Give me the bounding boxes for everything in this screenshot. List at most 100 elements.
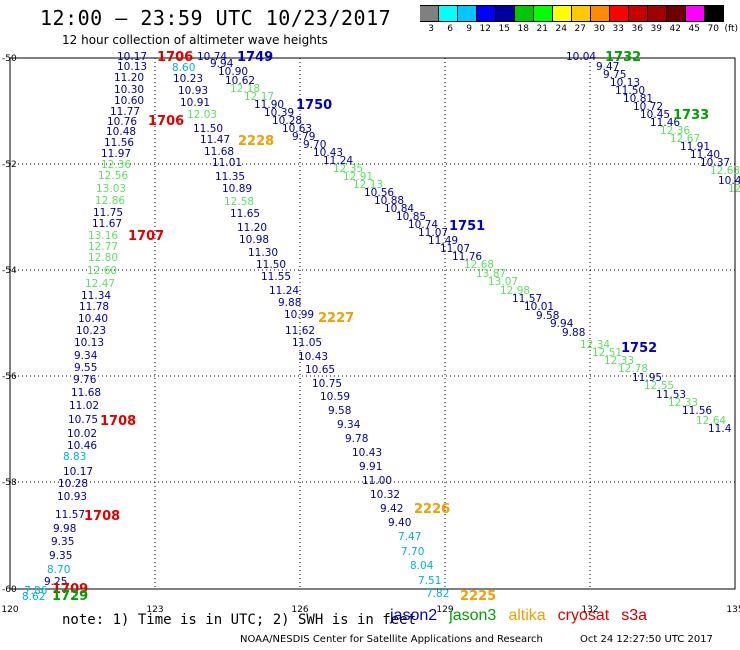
legend-swatch xyxy=(610,5,629,22)
swh-value: 10.13 xyxy=(117,61,147,73)
swh-value: 11.20 xyxy=(237,222,267,234)
swh-value: 12.35 xyxy=(333,163,363,175)
swh-value: 12.98 xyxy=(500,285,530,297)
swh-value: 10.02 xyxy=(67,428,97,440)
swh-value: 10.75 xyxy=(312,378,342,390)
time-label: 1706 xyxy=(157,50,193,65)
swh-value: 10.76 xyxy=(107,116,137,128)
swh-value: 10.23 xyxy=(173,73,203,85)
swh-value: 11.57 xyxy=(512,293,542,305)
time-label: 1733 xyxy=(673,108,709,123)
legend-label: 30 xyxy=(593,24,605,34)
swh-value: 10.91 xyxy=(180,97,210,109)
swh-value: 7.51 xyxy=(418,575,441,587)
lon-tick-label: 129 xyxy=(436,605,453,615)
swh-value: 11.4 xyxy=(708,423,732,435)
legend-swatch xyxy=(515,5,534,22)
page-title: 12:00 – 23:59 UTC 10/23/2017 xyxy=(40,6,392,30)
swh-value: 9.76 xyxy=(73,374,97,386)
swh-value: 12.56 xyxy=(98,170,128,182)
swh-value: 9.58 xyxy=(328,405,351,417)
swh-value: 12.47 xyxy=(85,278,115,290)
swh-value: 9.25 xyxy=(44,576,67,588)
swh-value: 10.23 xyxy=(76,325,106,337)
swh-value: 11.68 xyxy=(71,387,101,399)
swh-value: 9.98 xyxy=(53,523,76,535)
swh-value: 10.45 xyxy=(640,109,670,121)
lat-tick-label: -60 xyxy=(2,585,17,595)
swh-value: 9.35 xyxy=(49,550,72,562)
swh-value: 11.55 xyxy=(261,271,291,283)
swh-value: 12.55 xyxy=(644,380,674,392)
legend-swatch xyxy=(458,5,477,22)
legend-swatch xyxy=(496,5,515,22)
swh-value: 11.91 xyxy=(680,141,710,153)
swh-value: 10.48 xyxy=(106,126,136,138)
satellite-jason3: jason3 xyxy=(449,607,497,624)
swh-value: 10.59 xyxy=(320,391,350,403)
swh-value: 12.67 xyxy=(670,133,700,145)
swh-value: 10.74 xyxy=(197,51,227,63)
swh-value: 8.04 xyxy=(410,560,434,572)
swh-value: 10.46 xyxy=(67,440,97,452)
swh-value: 12.63 xyxy=(710,165,740,177)
swh-value: 9.70 xyxy=(303,139,326,151)
legend-swatch xyxy=(477,5,496,22)
swh-value: 12.33 xyxy=(604,355,634,367)
lat-tick-label: -56 xyxy=(2,372,17,382)
swh-value: 11.97 xyxy=(101,148,131,160)
swh-value: 10.63 xyxy=(282,123,312,135)
swh-value: 13.03 xyxy=(96,183,126,195)
swh-value: 10.32 xyxy=(370,489,400,501)
swh-value: 9.88 xyxy=(278,297,301,309)
swh-value: 12.18 xyxy=(230,83,260,95)
swh-value: 10.56 xyxy=(364,187,394,199)
swh-value: 12.60 xyxy=(87,265,117,277)
swh-value: 11.50 xyxy=(193,123,223,135)
swh-value: 10.75 xyxy=(68,414,98,426)
swh-value: 9.58 xyxy=(536,310,559,322)
lon-tick-label: 132 xyxy=(581,605,598,615)
swh-value: 11.05 xyxy=(292,337,322,349)
swh-value: 8.83 xyxy=(63,451,86,463)
time-label: 1708 xyxy=(100,414,136,429)
legend-label: 45 xyxy=(688,24,700,34)
swh-value: 10.40 xyxy=(78,313,108,325)
swh-value: 12.03 xyxy=(187,109,217,121)
swh-value: 11.47 xyxy=(200,134,230,146)
swh-value: 9.42 xyxy=(380,503,403,515)
swh-value: 11.67 xyxy=(92,218,122,230)
swh-value: 10.89 xyxy=(222,183,252,195)
satellite-legend: jason2 jason3 altika cryosat s3a xyxy=(390,607,659,625)
swh-value: 11.76 xyxy=(452,251,482,263)
swh-value: 11.35 xyxy=(215,171,245,183)
swh-value: 11.77 xyxy=(110,106,140,118)
swh-value: 12.36 xyxy=(660,125,690,137)
legend-label: 3 xyxy=(428,24,434,34)
legend-swatch xyxy=(534,5,553,22)
lon-tick-label: 123 xyxy=(146,605,163,615)
time-label: 2226 xyxy=(414,502,450,517)
swh-value: 10.28 xyxy=(272,115,302,127)
swh-value: 10.65 xyxy=(305,364,335,376)
swh-value: 10.37 xyxy=(700,157,730,169)
swh-value: 13.07 xyxy=(488,276,518,288)
swh-value: 9.88 xyxy=(562,327,585,339)
swh-value: 7.47 xyxy=(398,531,421,543)
timestamp: Oct 24 12:27:50 UTC 2017 xyxy=(580,634,713,645)
swh-value: 10.99 xyxy=(284,309,314,321)
swh-value: 10.85 xyxy=(396,211,426,223)
time-label: 1752 xyxy=(621,341,657,356)
swh-value: 7.70 xyxy=(401,546,424,558)
time-label: 1709 xyxy=(52,582,88,597)
lat-tick-label: -58 xyxy=(2,478,17,488)
swh-value: 8.60 xyxy=(172,62,195,74)
swh-value: 12.58 xyxy=(224,196,254,208)
swh-value: 11.75 xyxy=(93,207,123,219)
swh-value: 11.50 xyxy=(615,85,645,97)
swh-value: 11.53 xyxy=(656,389,686,401)
legend-label: 12 xyxy=(479,24,491,34)
swh-value: 9.40 xyxy=(388,517,411,529)
credit-line: NOAA/NESDIS Center for Satellite Applica… xyxy=(240,634,543,645)
legend-label: 33 xyxy=(612,24,624,34)
